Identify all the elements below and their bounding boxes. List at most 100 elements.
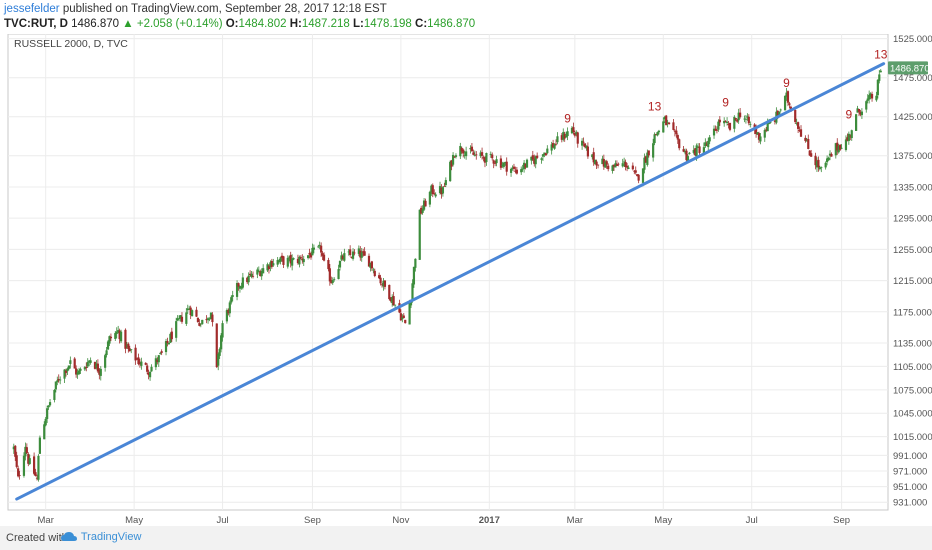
candle-body	[704, 142, 707, 147]
candle-body	[765, 129, 768, 131]
candle-body	[562, 132, 565, 140]
candle-body	[179, 315, 182, 319]
tradingview-brand: TradingView	[80, 531, 142, 543]
candle-body	[347, 251, 350, 253]
candle-body	[414, 258, 417, 268]
candle-body	[138, 362, 142, 365]
candle-body	[768, 121, 771, 124]
candle-body	[428, 191, 431, 205]
grid-lines	[8, 34, 888, 510]
candle-body	[850, 130, 853, 139]
candle-body	[795, 122, 798, 124]
candle-body	[501, 164, 504, 166]
candle-body	[302, 259, 305, 263]
candle-body	[837, 146, 840, 153]
time-tick-label: May	[654, 515, 672, 526]
candle-body	[530, 156, 533, 161]
candle-body	[509, 168, 513, 173]
candle-body	[140, 361, 143, 366]
time-tick-label: Nov	[392, 515, 409, 526]
candle-body	[186, 308, 189, 311]
candle-body	[653, 134, 656, 144]
candle-body	[209, 312, 213, 320]
price-axis[interactable]: 931.000 951.000 971.000 991.000 1015.000 1045…	[893, 34, 932, 509]
candle-body	[807, 139, 810, 149]
candle-body	[269, 262, 272, 268]
candle-body	[388, 284, 391, 300]
candle-body	[827, 157, 830, 161]
candle-body	[308, 252, 311, 255]
candle-body	[637, 174, 640, 181]
trendline[interactable]	[15, 62, 886, 501]
chart-canvas[interactable]: 9 13 9 9 9 13 931.000 951.000 971.000 991.000 101…	[0, 34, 932, 526]
candle-body	[830, 153, 833, 157]
candle-body	[420, 207, 423, 214]
candle-body	[393, 304, 397, 306]
candle-body	[636, 174, 639, 177]
price-tick-label: 1105.000	[893, 362, 932, 373]
candle-body	[408, 303, 411, 325]
candle-body	[431, 185, 434, 195]
candle-body	[256, 269, 259, 275]
candle-body	[834, 143, 837, 156]
candle-body	[576, 132, 579, 144]
candle-body	[718, 119, 721, 123]
candle-body	[154, 358, 157, 368]
price-tick-label: 1425.000	[893, 112, 932, 123]
candle-body	[747, 116, 750, 124]
candle-body	[631, 165, 634, 170]
time-axis[interactable]: Mar May Jul Sep Nov 2017 Mar May Jul Sep	[38, 515, 851, 526]
candle-body	[109, 336, 113, 339]
candle-body	[449, 161, 452, 182]
candle-body	[552, 143, 555, 148]
candle-body	[119, 331, 123, 342]
candle-body	[515, 169, 518, 174]
price-tick-label: 1295.000	[893, 214, 932, 225]
candle-body	[662, 121, 665, 133]
candle-body	[869, 93, 872, 97]
candle-body	[682, 149, 685, 152]
candle-body	[262, 268, 265, 274]
time-tick-label: Sep	[304, 515, 321, 526]
candle-body	[534, 156, 537, 165]
candle-body	[337, 269, 340, 280]
candle-body	[757, 133, 761, 140]
candle-body	[276, 259, 279, 265]
price-tick-label: 1525.000	[893, 34, 932, 45]
candle-body	[779, 109, 782, 111]
candle-body	[67, 365, 70, 369]
candle-body	[383, 280, 387, 287]
symbol-label: TVC:RUT, D	[4, 18, 68, 30]
author-link[interactable]: jessefelder	[4, 3, 60, 15]
candle-body	[799, 129, 803, 137]
candle-body	[257, 270, 260, 272]
candle-body	[43, 424, 46, 440]
candle-body	[108, 336, 111, 344]
candle-body	[696, 146, 700, 148]
candle-body	[627, 167, 630, 169]
candle-body	[195, 309, 198, 317]
candle-body	[612, 164, 616, 167]
tradingview-logo[interactable]: TradingView	[60, 531, 141, 543]
candle-body	[560, 135, 563, 140]
candle-body	[148, 372, 152, 378]
candle-body	[763, 130, 766, 138]
count-annotation: 9	[564, 111, 571, 125]
candle-body	[382, 280, 385, 287]
time-tick-label: Sep	[833, 515, 850, 526]
candle-body	[504, 161, 507, 163]
candle-body	[27, 453, 30, 464]
candle-body	[844, 139, 848, 150]
candle-body	[798, 130, 801, 131]
price-tick-label: 1215.000	[893, 276, 932, 287]
low-value: 1478.198	[363, 18, 412, 30]
candle-body	[79, 368, 82, 371]
candle-body	[362, 251, 365, 253]
candle-body	[543, 152, 546, 155]
candle-body	[106, 341, 110, 350]
candle-body	[596, 164, 600, 166]
candle-body	[454, 155, 458, 157]
candle-body	[404, 319, 407, 324]
candle-body	[135, 358, 139, 360]
close-value: 1486.870	[427, 18, 476, 30]
